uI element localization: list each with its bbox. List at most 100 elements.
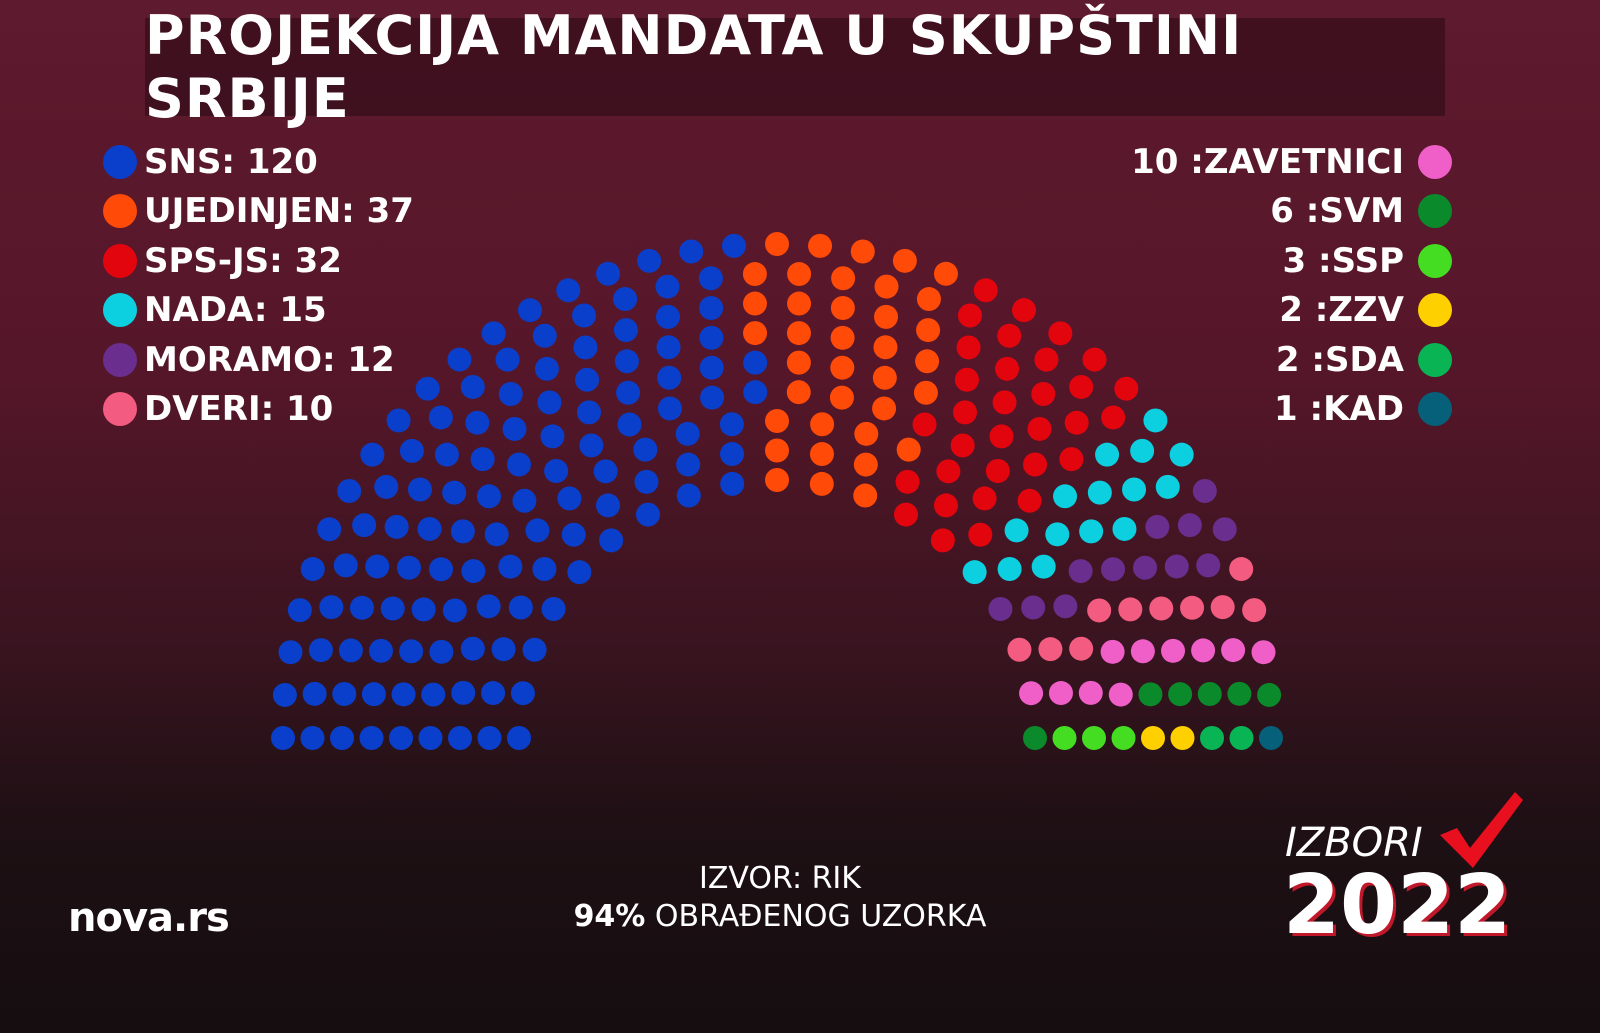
seat-sns [573, 335, 598, 360]
seat-sns [720, 471, 745, 496]
seat-moramo [1053, 594, 1078, 619]
seat-sps-js [995, 356, 1020, 381]
legend-label: MORAMO: 12 [144, 339, 395, 380]
seat-sps-js [1012, 298, 1036, 323]
seat-sns [532, 557, 557, 582]
legend-label: NADA: 15 [144, 290, 327, 331]
seat-sns [460, 636, 485, 661]
izbori-2022-logo: IZBORI 2022 [1283, 792, 1525, 947]
legend-swatch [103, 293, 137, 328]
seat-sps-js [1059, 447, 1084, 472]
seat-sns [332, 681, 357, 706]
legend-swatch [1418, 392, 1452, 427]
seat-sns [655, 304, 680, 329]
seat-sns [637, 248, 662, 273]
seat-sns [399, 639, 424, 664]
seat-sns [556, 278, 581, 303]
legend-item: SPS-JS: 32 [103, 236, 414, 286]
seat-sns [360, 442, 385, 467]
seat-sns [498, 554, 523, 579]
seat-ujedinjen [830, 296, 855, 321]
seat-sns [481, 321, 506, 346]
seat-zavetnici [1108, 682, 1133, 707]
seat-ujedinjen [916, 287, 941, 312]
seat-sns [448, 726, 472, 750]
seat-ujedinjen [830, 325, 855, 350]
seat-sns [287, 598, 312, 623]
seat-nada [1053, 484, 1078, 509]
seat-sns [676, 483, 701, 508]
legend-item: DVERI: 10 [103, 385, 414, 435]
seat-sns [418, 726, 443, 750]
seat-sps-js [894, 502, 918, 527]
seat-sns [636, 502, 660, 527]
seat-sps-js [1082, 347, 1107, 372]
legend-label: 3 :SSP [1282, 240, 1404, 281]
seat-sns [368, 638, 393, 663]
seat-ujedinjen [933, 261, 958, 286]
seat-sns [593, 459, 618, 484]
seat-ssp [1082, 726, 1106, 750]
legend-swatch [1418, 243, 1452, 278]
seat-ssp [1111, 726, 1136, 750]
seat-sns [330, 726, 354, 750]
seat-sns [365, 554, 390, 579]
legend-item: UJEDINJEN: 37 [103, 187, 414, 237]
seat-ujedinjen [809, 442, 834, 467]
seat-sns [442, 480, 467, 505]
seat-sns [676, 452, 701, 477]
seat-sns [579, 433, 604, 458]
seat-sns [476, 484, 501, 509]
nova-logo: nova.rs [68, 895, 230, 941]
seat-sns [308, 638, 333, 663]
seat-sns [567, 560, 592, 585]
seat-ujedinjen [765, 409, 789, 433]
seat-dveri [1007, 637, 1032, 662]
seat-sps-js [1101, 405, 1126, 430]
seat-sns [557, 486, 582, 511]
seat-ujedinjen [872, 396, 897, 421]
seat-ujedinjen [873, 335, 898, 360]
seat-sns [634, 469, 659, 494]
seat-ujedinjen [874, 304, 899, 329]
seat-sns [506, 452, 531, 477]
seat-ujedinjen [765, 468, 789, 492]
seat-ujedinjen [787, 262, 812, 287]
seat-ujedinjen [831, 266, 856, 291]
seat-zavetnici [1161, 638, 1186, 663]
seat-sns [411, 597, 436, 622]
seat-nada [1169, 442, 1194, 467]
legend-item: 2 :ZZV [1131, 286, 1452, 336]
seat-sns [461, 559, 486, 584]
seat-dveri [1069, 636, 1094, 661]
seat-sns [633, 437, 658, 462]
seat-sns [278, 640, 303, 665]
seat-sps-js [933, 493, 958, 518]
seat-ujedinjen [808, 233, 833, 258]
seat-sns [271, 726, 295, 750]
seat-zzv [1141, 726, 1165, 750]
seat-nada [1004, 518, 1029, 543]
seat-sps-js [1017, 488, 1042, 513]
seat-dveri [1087, 598, 1112, 623]
seat-moramo [1192, 479, 1217, 503]
seat-sps-js [936, 459, 961, 484]
seat-moramo [1164, 554, 1189, 579]
legend-item: 10 :ZAVETNICI [1131, 137, 1452, 187]
seat-zzv [1170, 726, 1195, 750]
seat-nada [1112, 516, 1137, 541]
legend-swatch [103, 392, 137, 427]
seat-ujedinjen [850, 239, 875, 264]
seat-moramo [1196, 553, 1221, 578]
seat-ujedinjen [786, 321, 811, 346]
seat-sns [541, 597, 566, 621]
seat-sns [502, 416, 527, 441]
seat-nada [1045, 522, 1070, 547]
seat-dveri [1242, 598, 1267, 623]
seat-zavetnici [1048, 681, 1073, 706]
seat-sps-js [954, 367, 979, 392]
seat-sns [470, 447, 495, 472]
seat-sns [512, 488, 537, 513]
seat-sns [272, 682, 297, 707]
